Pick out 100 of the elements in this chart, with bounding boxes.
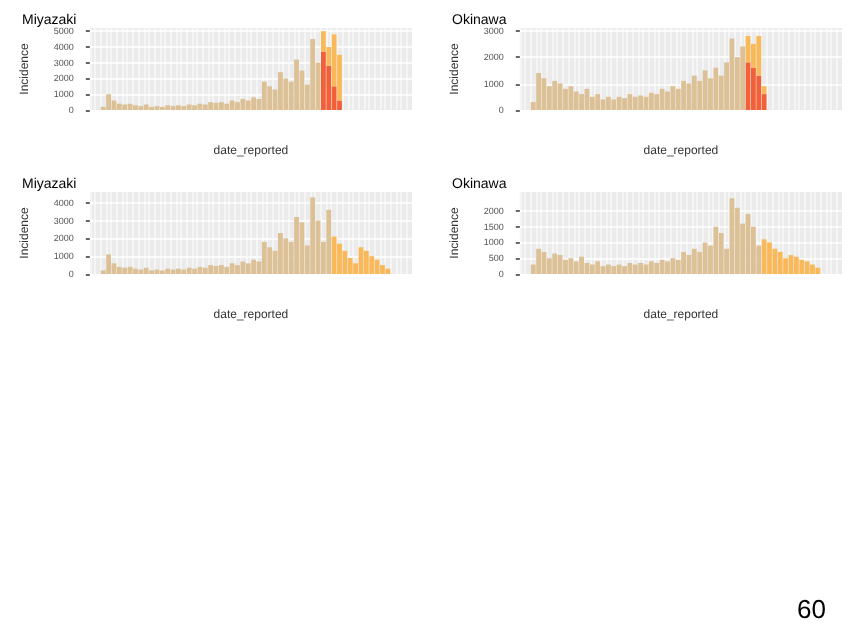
bar <box>579 256 584 274</box>
bar <box>804 261 810 274</box>
bar <box>611 99 617 110</box>
bar <box>772 248 778 274</box>
bar <box>240 98 246 110</box>
bar <box>106 254 112 274</box>
bar <box>568 86 574 110</box>
bar <box>116 266 122 274</box>
bar <box>638 262 644 274</box>
bar <box>143 104 149 110</box>
bar <box>557 83 563 110</box>
bar <box>659 88 665 110</box>
bar <box>261 241 267 274</box>
bar <box>283 238 289 274</box>
bar <box>235 102 240 110</box>
bar <box>245 263 251 274</box>
bar <box>337 243 342 274</box>
bar <box>616 96 622 110</box>
bar <box>122 104 128 110</box>
bar <box>783 258 789 274</box>
bar <box>546 258 552 274</box>
bar <box>740 46 746 110</box>
bar <box>632 96 638 110</box>
bar <box>202 267 208 274</box>
bar <box>659 259 665 274</box>
bar <box>369 256 375 274</box>
bar <box>116 103 122 110</box>
bar <box>563 259 568 274</box>
bar <box>294 216 299 274</box>
bar <box>143 267 149 274</box>
bar <box>235 265 240 274</box>
bar <box>197 103 203 110</box>
bar <box>568 258 574 274</box>
bar <box>718 233 724 274</box>
text: 60 <box>797 594 826 624</box>
bar <box>799 259 805 274</box>
bar <box>278 72 283 110</box>
bar <box>810 264 815 274</box>
bar <box>589 96 595 110</box>
bar <box>595 261 601 274</box>
bar <box>385 268 391 274</box>
bar <box>240 261 246 274</box>
bar <box>691 75 697 110</box>
bar <box>627 262 633 274</box>
bar <box>563 88 568 110</box>
bar <box>261 81 267 110</box>
bar <box>595 94 601 110</box>
bar <box>106 94 112 110</box>
bar <box>761 86 767 95</box>
bar <box>638 95 644 110</box>
bar <box>310 197 316 274</box>
bar <box>202 104 208 110</box>
bar <box>691 248 697 274</box>
bar <box>654 262 660 274</box>
bar <box>197 266 203 274</box>
bar <box>380 265 385 274</box>
bar <box>767 242 772 274</box>
bar <box>267 86 273 110</box>
bar <box>224 103 230 110</box>
bar <box>363 250 369 274</box>
bar <box>750 67 756 110</box>
bar <box>552 80 558 110</box>
bar <box>665 91 670 110</box>
bar <box>133 268 138 274</box>
bar <box>616 264 622 274</box>
bar <box>229 100 235 110</box>
bar <box>192 268 197 274</box>
bar <box>251 97 257 110</box>
bar <box>606 264 611 274</box>
bar <box>208 265 214 274</box>
bar <box>648 261 654 274</box>
bar <box>713 226 719 274</box>
bar <box>294 59 299 110</box>
bar <box>632 264 638 274</box>
bar <box>589 264 595 274</box>
bar <box>756 35 762 76</box>
bar <box>347 257 353 274</box>
bar <box>665 261 670 274</box>
bar <box>251 259 257 274</box>
bar <box>283 78 289 110</box>
bar <box>176 268 181 274</box>
bar <box>675 88 681 110</box>
bar <box>681 251 687 274</box>
bar <box>756 75 762 110</box>
bar <box>573 91 579 110</box>
bar <box>750 43 756 68</box>
bar <box>670 258 676 274</box>
bar <box>186 104 192 110</box>
bar <box>606 96 611 110</box>
bar <box>127 103 133 110</box>
bar <box>326 209 332 274</box>
bar <box>536 72 542 110</box>
bar <box>579 94 584 110</box>
bar <box>552 253 558 274</box>
bar <box>761 239 767 274</box>
bar <box>208 102 214 110</box>
bar <box>627 94 633 110</box>
bar <box>229 263 235 274</box>
bar <box>218 265 224 274</box>
bar <box>777 251 783 274</box>
